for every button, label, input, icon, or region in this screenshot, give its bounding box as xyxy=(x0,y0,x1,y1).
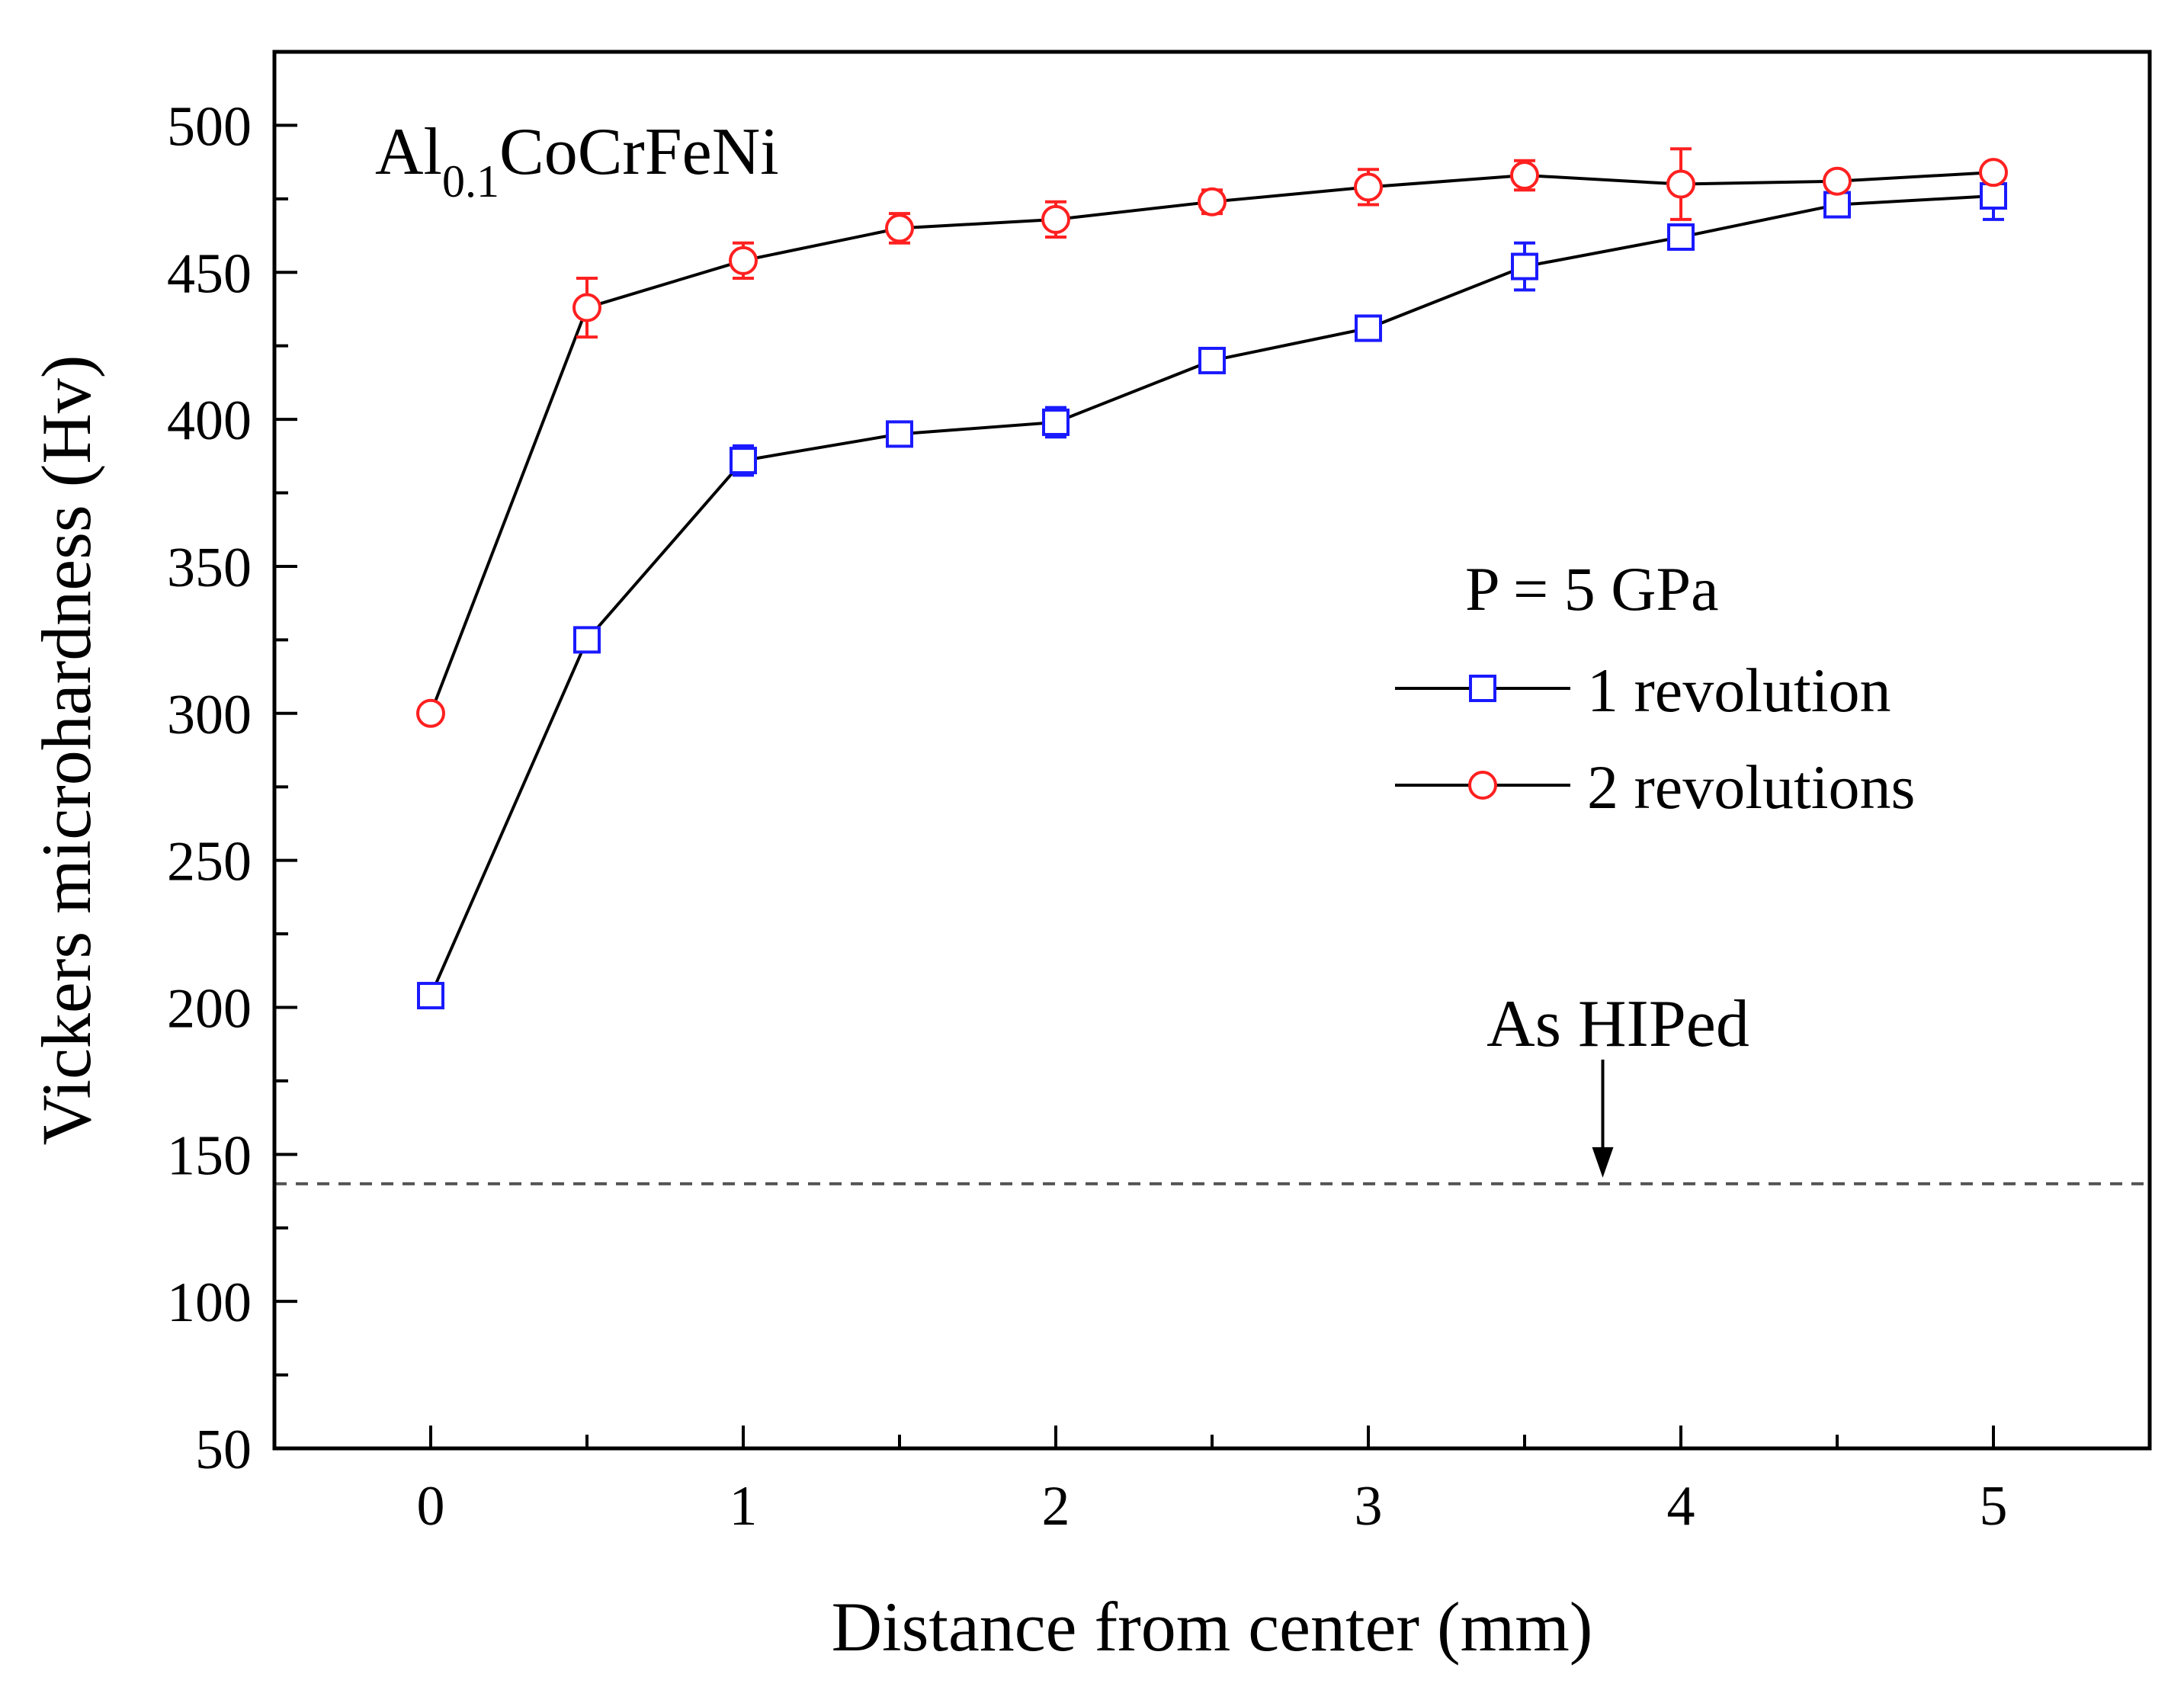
data-point xyxy=(729,245,758,275)
series-2 xyxy=(416,147,2008,728)
y-tick-label: 450 xyxy=(167,242,252,305)
data-point xyxy=(1667,223,1695,251)
reference-arrow-head xyxy=(1592,1147,1614,1178)
legend-label-2-revolutions: 2 revolutions xyxy=(1587,752,1915,822)
data-point xyxy=(572,293,601,322)
data-point xyxy=(416,698,445,728)
y-tick-label: 500 xyxy=(167,95,252,158)
y-tick-label: 400 xyxy=(167,390,252,452)
legend-marker-2 xyxy=(1468,771,1497,800)
series-line xyxy=(429,194,1994,996)
x-tick-label: 5 xyxy=(1980,1475,2008,1538)
x-tick-label: 1 xyxy=(730,1475,758,1538)
data-point xyxy=(1198,346,1226,374)
tick-marks xyxy=(274,50,1995,1450)
legend-label-1-revolution: 1 revolution xyxy=(1587,656,1891,725)
y-tick-label: 100 xyxy=(167,1272,252,1334)
y-axis-title: Vickers microhardness (Hv) xyxy=(27,355,105,1146)
alloy-annotation: Al0.1CoCrFeNi xyxy=(375,115,779,207)
y-tick-label: 250 xyxy=(167,831,252,893)
x-tick-label: 3 xyxy=(1355,1475,1383,1538)
data-point xyxy=(1979,158,2008,188)
series-group xyxy=(416,147,2008,1010)
tick-labels: 0 1 2 3 4 5 50 100 150 200 250 300 350 400 450 500 xyxy=(167,95,2008,1538)
data-point xyxy=(1198,187,1227,216)
data-point xyxy=(886,420,913,448)
alloy-rest: CoCrFeNi xyxy=(499,115,779,189)
reference-line-label: As HIPed xyxy=(1486,987,1749,1061)
data-point xyxy=(1042,408,1070,436)
alloy-subscript: 0.1 xyxy=(442,156,499,207)
plot-frame xyxy=(272,50,2152,1451)
y-tick-label: 300 xyxy=(167,684,252,746)
data-point xyxy=(1354,172,1383,202)
data-point xyxy=(730,447,757,475)
legend: P = 5 GPa 1 revolution 2 revolutions xyxy=(1395,554,1915,822)
y-tick-label: 350 xyxy=(167,537,252,599)
data-point xyxy=(1510,160,1539,190)
x-tick-label: 4 xyxy=(1667,1475,1695,1538)
data-point xyxy=(1041,204,1070,234)
alloy-base: Al xyxy=(375,115,442,189)
data-point xyxy=(573,626,601,654)
data-point xyxy=(1355,314,1382,342)
y-tick-label: 50 xyxy=(195,1419,252,1481)
y-tick-label: 150 xyxy=(167,1124,252,1187)
x-tick-label: 0 xyxy=(417,1475,445,1538)
data-point xyxy=(1823,166,1852,196)
data-point xyxy=(885,213,914,243)
reference-line-group xyxy=(274,1060,2150,1185)
x-axis-title: Distance from center (mm) xyxy=(832,1588,1593,1666)
legend-title: P = 5 GPa xyxy=(1465,554,1719,624)
series-line xyxy=(429,171,1994,714)
y-tick-label: 200 xyxy=(167,977,252,1040)
data-point xyxy=(1511,252,1538,281)
data-point xyxy=(1823,191,1851,219)
data-point xyxy=(1980,181,2007,210)
x-tick-label: 2 xyxy=(1042,1475,1070,1538)
data-point xyxy=(1666,169,1695,199)
legend-marker-1 xyxy=(1469,675,1496,702)
data-point xyxy=(417,982,444,1010)
series-1 xyxy=(417,171,2007,1010)
